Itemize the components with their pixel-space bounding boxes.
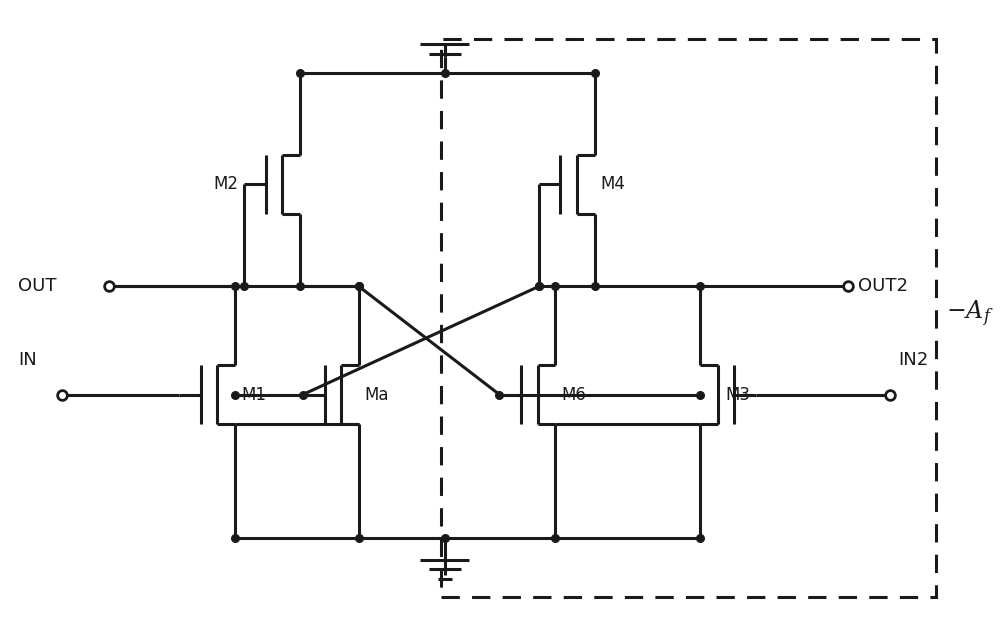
Text: Ma: Ma (365, 386, 389, 404)
Text: M2: M2 (213, 175, 238, 193)
Text: $\mathregular{-A_f}$: $\mathregular{-A_f}$ (946, 299, 994, 329)
Text: M1: M1 (241, 386, 266, 404)
Text: M3: M3 (725, 386, 750, 404)
Text: OUT: OUT (18, 278, 57, 295)
Text: IN: IN (18, 351, 37, 369)
Text: IN2: IN2 (898, 351, 928, 369)
Text: OUT2: OUT2 (858, 278, 908, 295)
Text: M4: M4 (601, 175, 626, 193)
Text: M6: M6 (561, 386, 586, 404)
